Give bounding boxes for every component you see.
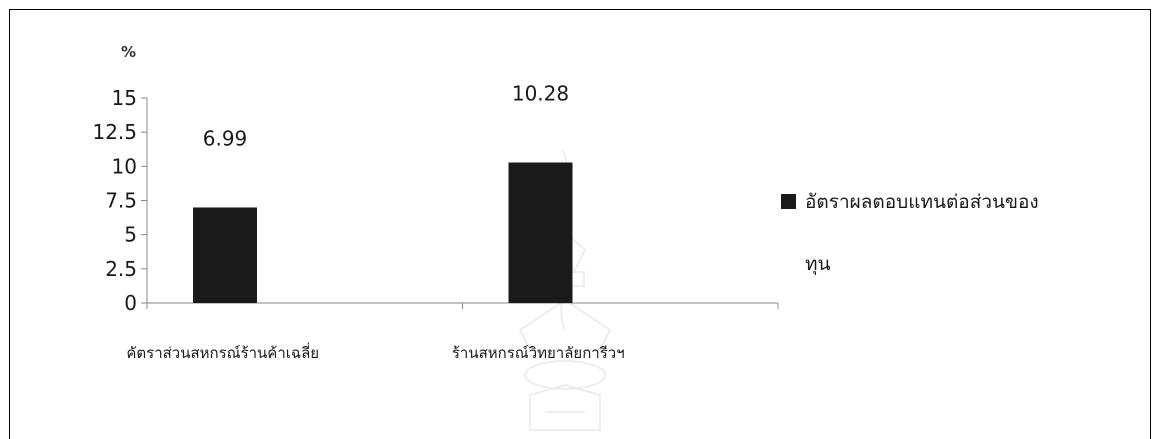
category-label: คัตราส่วนสหกรณ์ร้านค้าเฉลี่ย — [126, 342, 319, 362]
legend-swatch — [781, 194, 796, 209]
y-axis-unit-label: % — [121, 43, 136, 61]
legend-label-line2: ทุน — [805, 253, 831, 276]
category-labels: คัตราส่วนสหกรณ์ร้านค้าเฉลี่ย ร้านสหกรณ์วิ… — [126, 342, 624, 362]
y-ticks: 0 2.5 5 7.5 10 12.5 15 — [92, 86, 147, 315]
data-label: 6.99 — [203, 126, 248, 150]
category-label: ร้านสหกรณ์วิทยาลัยการีวฯ — [452, 344, 625, 362]
legend: อัตราผลตอบแทนต่อส่วนของ ทุน — [781, 191, 1039, 276]
legend-label-line1: อัตราผลตอบแทนต่อส่วนของ — [805, 191, 1039, 213]
bar — [193, 207, 257, 303]
data-labels: 6.99 10.28 — [203, 82, 569, 151]
y-tick-label: 7.5 — [105, 189, 137, 213]
y-tick-label: 12.5 — [92, 120, 137, 144]
data-label: 10.28 — [512, 82, 569, 106]
y-tick-label: 10 — [112, 154, 137, 178]
y-tick-label: 2.5 — [105, 257, 137, 281]
chart-frame — [9, 9, 1151, 439]
bar — [508, 162, 573, 303]
bars — [193, 162, 573, 303]
y-tick-label: 0 — [124, 291, 137, 315]
y-tick-label: 15 — [112, 86, 137, 110]
x-ticks — [146, 303, 779, 309]
y-tick-label: 5 — [124, 223, 137, 247]
